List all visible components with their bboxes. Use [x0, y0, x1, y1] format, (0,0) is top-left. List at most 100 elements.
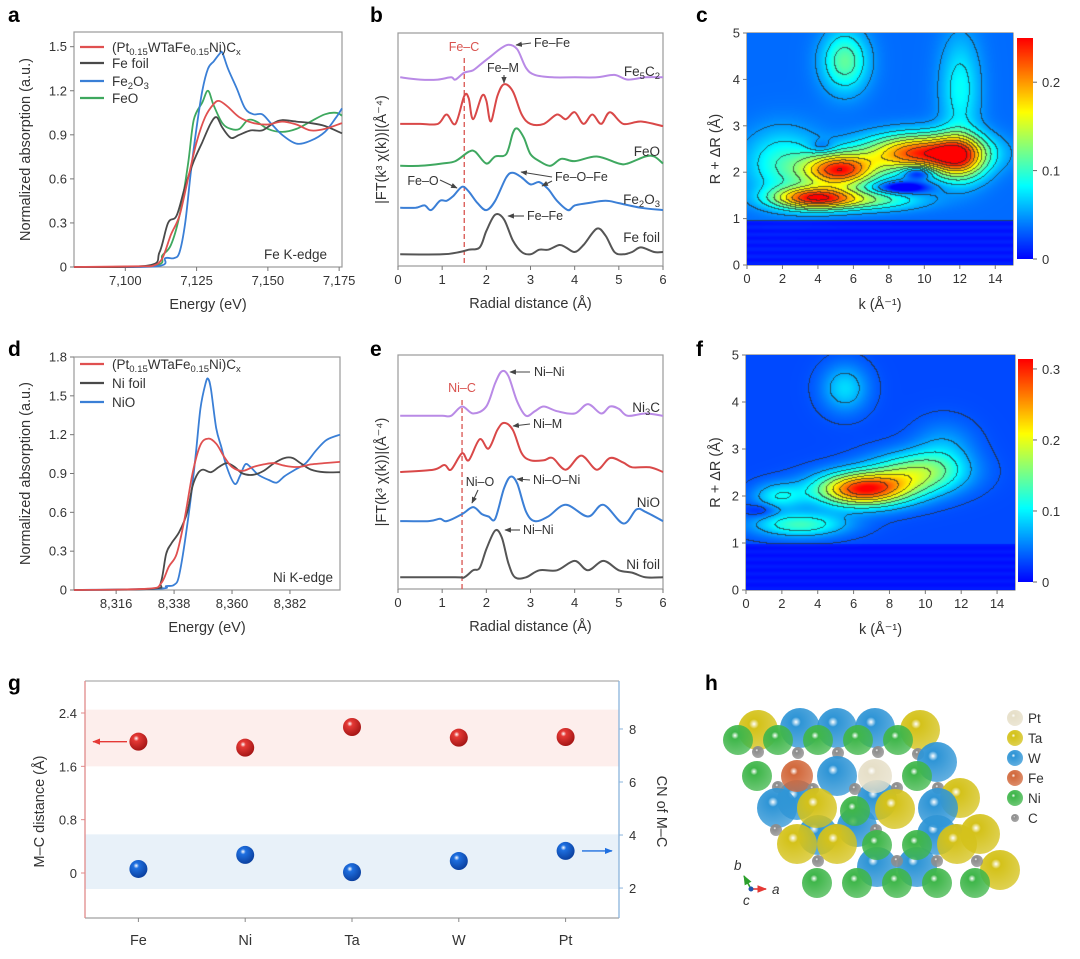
x-tick-label: 0 — [742, 596, 749, 611]
legend-element-label: Fe — [1028, 771, 1044, 786]
legend-element-label: Pt — [1028, 711, 1041, 726]
cn-data-point — [556, 841, 575, 860]
category-label: Pt — [559, 933, 573, 949]
y-axis-label: R + ΔR (Å) — [707, 114, 724, 185]
y-tick-label: 5 — [733, 26, 740, 41]
cn-data-point — [449, 852, 468, 871]
y-axis-label: |FT(k³ χ(k))|(Å⁻⁴) — [373, 418, 390, 527]
x-axis-label: Energy (eV) — [169, 297, 246, 313]
atom-c — [891, 855, 903, 867]
y-tick-label: 1.5 — [49, 39, 67, 54]
x-tick-label: 6 — [850, 596, 857, 611]
panel-label: g — [8, 672, 21, 695]
x-tick-label: 6 — [850, 271, 857, 286]
peak-annotation: Ni–O–Ni — [533, 473, 580, 487]
x-tick-label: 6 — [659, 595, 666, 610]
series-line-pt015wtafe015nicx — [73, 99, 343, 268]
colorbar-tick-label: 0.2 — [1042, 433, 1060, 448]
x-tick-label: 10 — [917, 271, 931, 286]
peak-annotation: Ni–Ni — [523, 523, 554, 537]
left-y-tick-label: 2.4 — [59, 706, 77, 721]
series-line-fefoil — [73, 116, 343, 269]
spectrum-line — [400, 127, 664, 167]
atom-ni — [902, 830, 932, 860]
category-label: W — [452, 933, 466, 949]
x-tick-label: 2 — [778, 596, 785, 611]
legend-atom-ni — [1007, 790, 1023, 806]
left-y-tick-label: 0 — [70, 866, 77, 881]
y-tick-label: 0 — [733, 258, 740, 273]
spectrum-line — [400, 369, 664, 418]
colorbar — [1017, 38, 1033, 259]
x-tick-label: 12 — [953, 271, 967, 286]
x-tick-label: 8,316 — [100, 596, 133, 611]
left-y-tick-label: 1.6 — [59, 759, 77, 774]
atom-ni — [842, 868, 872, 898]
y-tick-label: 0 — [60, 260, 67, 275]
atom-c — [812, 855, 824, 867]
colorbar-tick-label: 0.1 — [1042, 164, 1060, 179]
y-tick-label: 3 — [732, 442, 739, 457]
series-label: NiO — [637, 495, 660, 510]
plot-frame — [73, 356, 341, 591]
panel-label: b — [370, 4, 383, 27]
atom-c — [832, 747, 844, 759]
series-line-feo — [73, 89, 343, 268]
spectrum-line — [400, 475, 664, 525]
category-label: Fe — [130, 933, 147, 949]
distance-data-point — [236, 738, 255, 757]
distance-data-point — [129, 732, 148, 751]
spectrum-line — [400, 43, 664, 81]
x-axis-label: k (Å⁻¹) — [858, 296, 901, 313]
x-tick-label: 7,150 — [252, 273, 285, 288]
atom-c — [849, 783, 861, 795]
colorbar-tick-label: 0 — [1042, 252, 1049, 267]
atom-pt — [858, 759, 892, 793]
y-axis-label: M–C distance (Å) — [31, 755, 48, 867]
legend-label: Ni foil — [112, 376, 146, 391]
atom-ta — [875, 789, 915, 829]
peak-annotation: Fe–O–Fe — [555, 170, 608, 184]
colorbar-tick-label: 0.3 — [1042, 362, 1060, 377]
series-line-fe2o3 — [73, 50, 343, 269]
legend-label: (Pt0.15WTaFe0.15Ni)Cx — [112, 357, 241, 375]
x-tick-label: 1 — [439, 272, 446, 287]
y-axis-label: |FT(k³ χ(k))|(Å⁻⁴) — [373, 95, 390, 204]
peak-annotation: Ni–Ni — [534, 365, 565, 379]
legend-label: NiO — [112, 395, 135, 410]
panel-label: f — [696, 338, 704, 361]
reference-line-label: Fe–C — [449, 40, 480, 54]
legend-element-label: Ni — [1028, 791, 1041, 806]
atom-ni — [742, 761, 772, 791]
atom-ni — [763, 725, 793, 755]
cn-data-point — [236, 845, 255, 864]
x-tick-label: 6 — [659, 272, 666, 287]
atom-c — [971, 855, 983, 867]
atom-c — [770, 824, 782, 836]
plot-frame — [397, 354, 664, 590]
x-tick-label: 2 — [779, 271, 786, 286]
panel-label: a — [8, 4, 20, 27]
x-tick-label: 0 — [394, 595, 401, 610]
right-y-tick-label: 6 — [629, 775, 636, 790]
x-axis-label: k (Å⁻¹) — [859, 621, 902, 638]
spectrum-line — [400, 83, 664, 128]
x-axis-label: Radial distance (Å) — [469, 295, 592, 312]
x-tick-label: 3 — [527, 595, 534, 610]
x-tick-label: 4 — [814, 596, 821, 611]
y-tick-label: 0.9 — [49, 466, 67, 481]
watermark-logo — [16, 923, 40, 947]
x-tick-label: 4 — [571, 272, 578, 287]
x-tick-label: 7,125 — [180, 273, 213, 288]
right-y-tick-label: 8 — [629, 722, 636, 737]
x-tick-label: 14 — [990, 596, 1004, 611]
atom-ni — [843, 725, 873, 755]
atom-w — [918, 788, 958, 828]
x-tick-label: 7,100 — [109, 273, 142, 288]
panel-label: c — [696, 4, 708, 27]
annotation-arrow — [439, 179, 458, 189]
legend-label: Fe foil — [112, 56, 149, 71]
x-tick-label: 0 — [743, 271, 750, 286]
peak-annotation: Fe–Fe — [534, 36, 570, 50]
cn-data-point — [129, 859, 148, 878]
